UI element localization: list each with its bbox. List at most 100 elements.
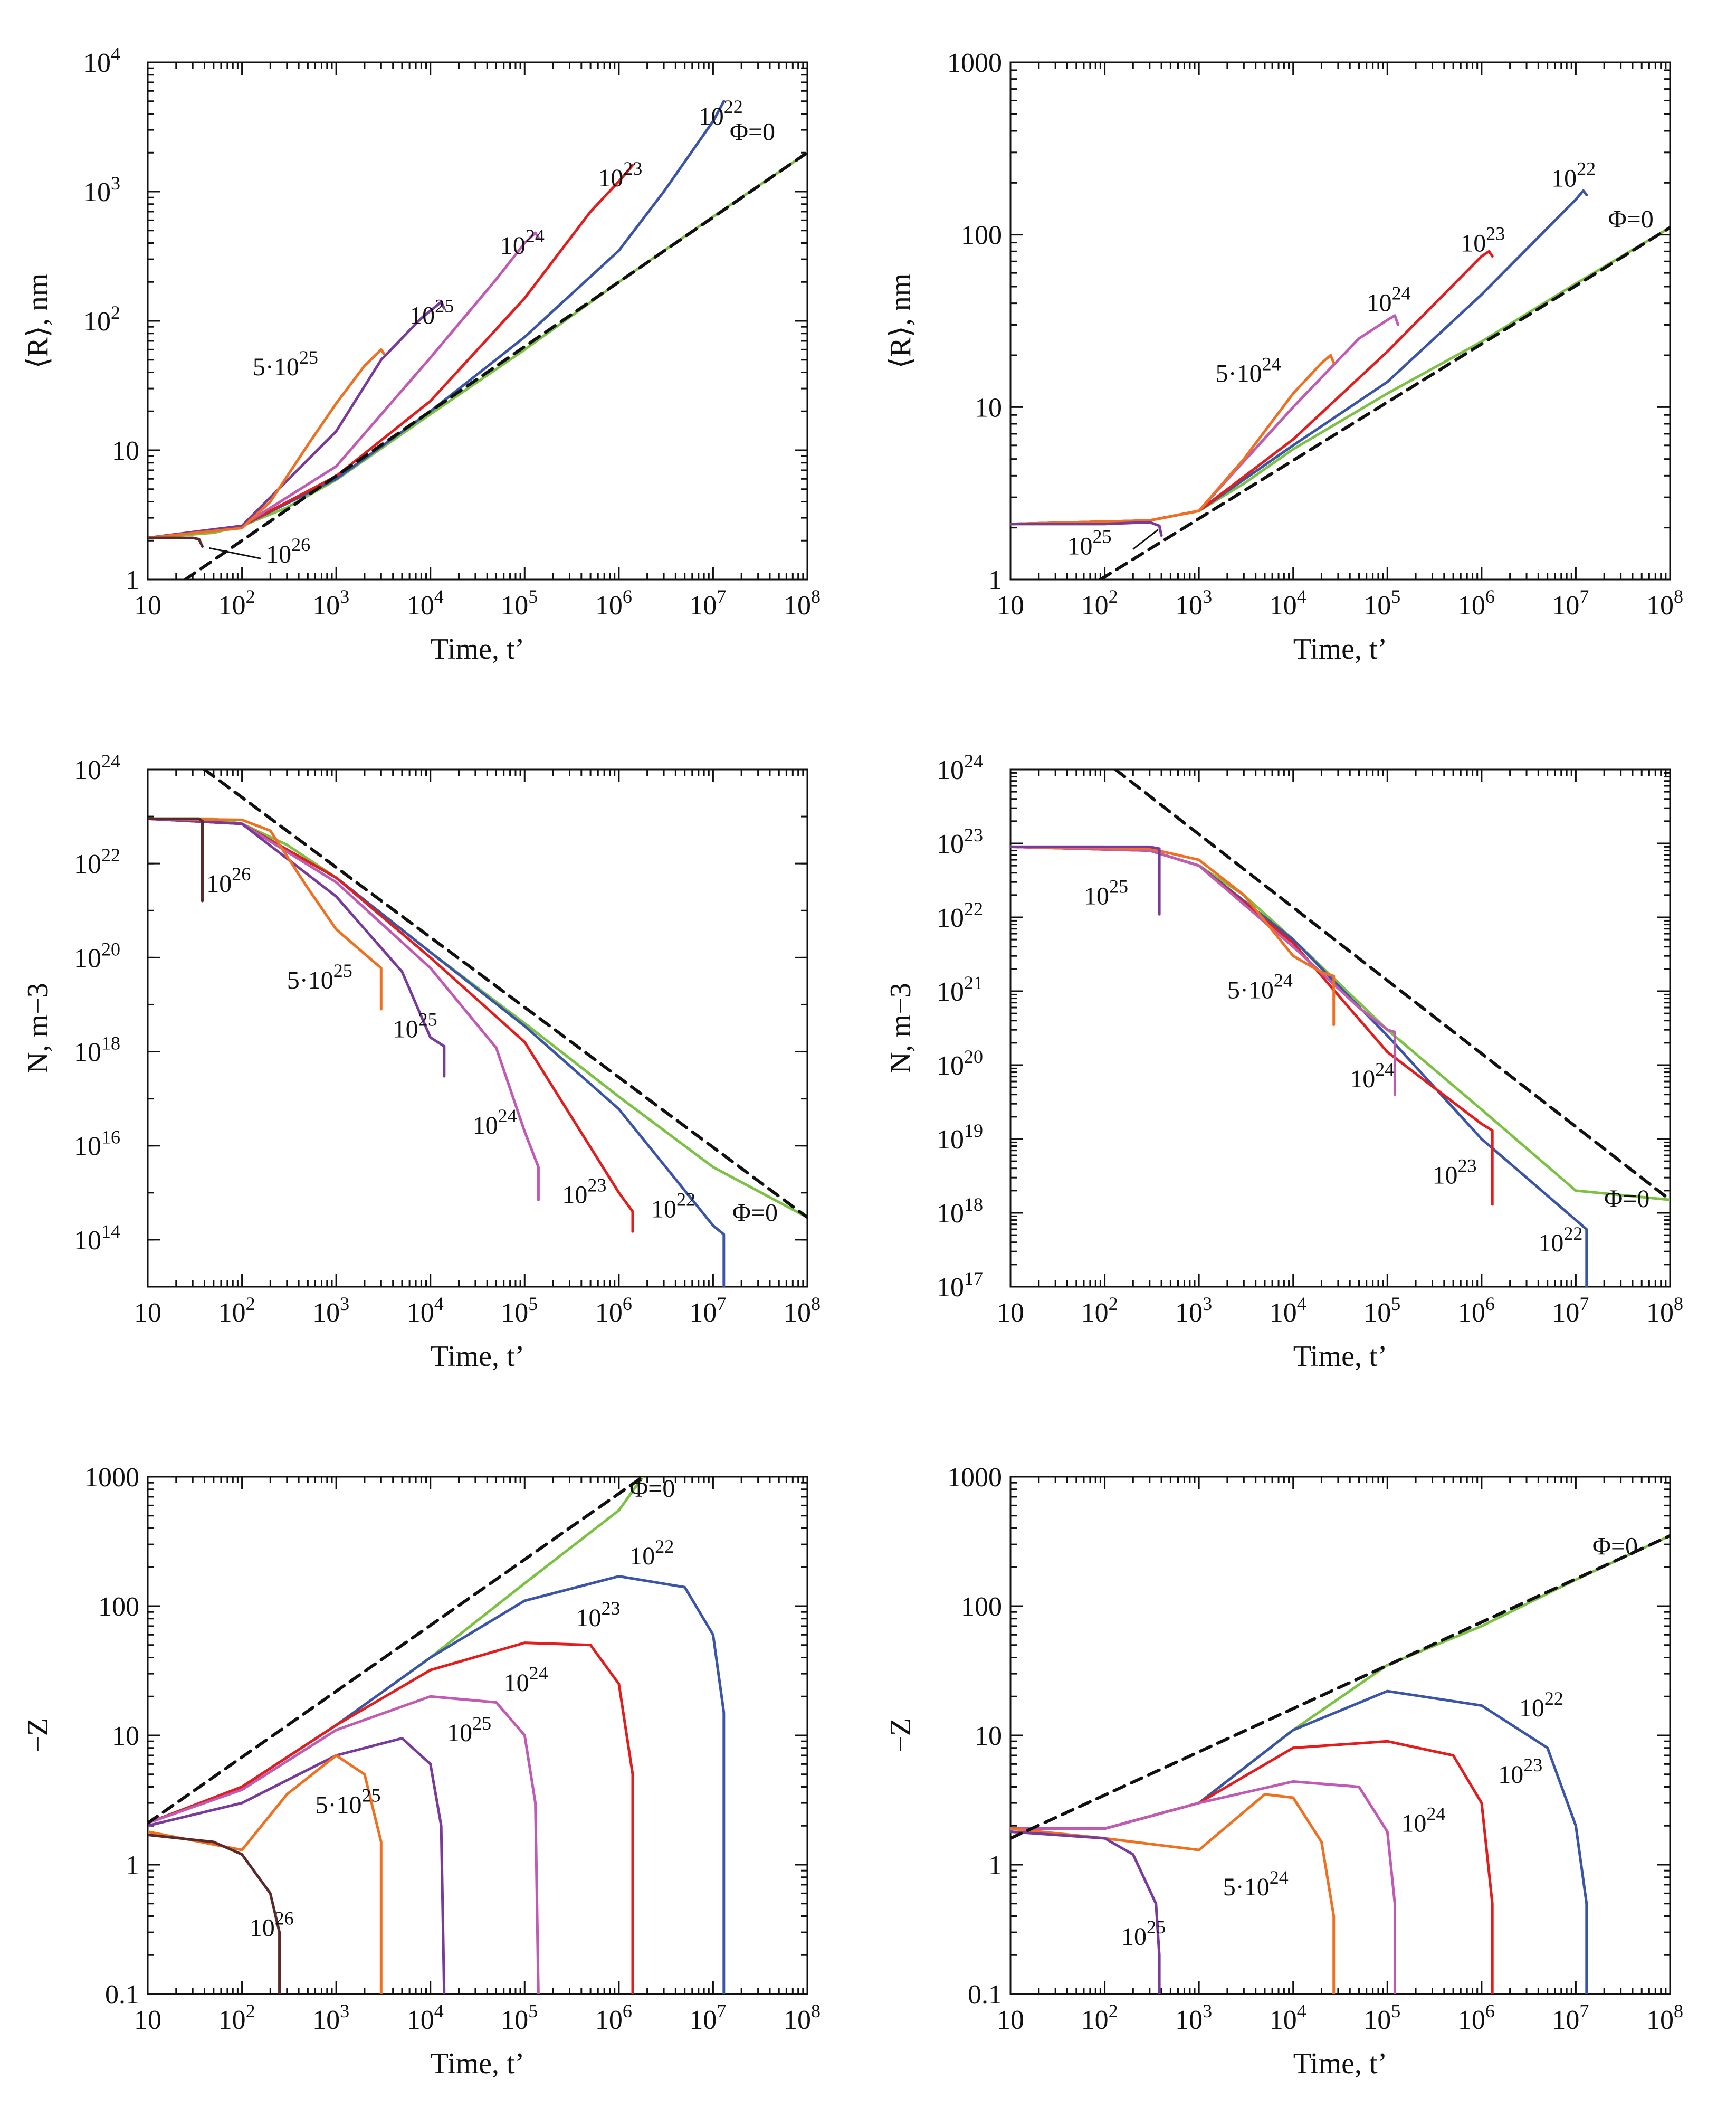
y-tick-label-exponent: 14 (101, 1221, 120, 1242)
curve-label-base: 10 (500, 232, 526, 260)
series-line-10-22 (148, 817, 726, 1287)
x-tick-label-exponent: 5 (1391, 2000, 1400, 2021)
y-tick-label-base: 1000 (947, 48, 1002, 78)
series-group (148, 770, 807, 1287)
y-tick-label-base: 1 (126, 1850, 139, 1881)
curve-label-base: 10 (337, 1791, 362, 1819)
x-tick-label-exponent: 7 (1579, 2000, 1589, 2021)
y-tick-label: 0.1 (968, 1980, 1002, 2010)
curve-label-base: 10 (1461, 229, 1486, 257)
curve-label-exponent: 25 (299, 347, 318, 368)
curve-label-base: 10 (1084, 882, 1109, 910)
curve-label-prefix: Φ=0 (730, 118, 775, 146)
y-tick-label-base: 10 (112, 436, 139, 466)
series-line-10-25 (148, 300, 446, 539)
curve-label: 1024 (500, 225, 545, 260)
y-tick-label-exponent: 18 (964, 1194, 983, 1215)
series-line-10-25 (148, 1737, 446, 1994)
x-tick-label-base: 10 (218, 591, 246, 621)
curve-label-base: 10 (274, 353, 299, 381)
x-tick-label-base: 10 (134, 1298, 161, 1328)
x-tick-label-exponent: 8 (1674, 2000, 1683, 2021)
y-axis-title: ⟨R⟩, nm (22, 273, 54, 369)
series-line-5-10-25 (148, 348, 385, 539)
x-tick-label: 108 (784, 1293, 821, 1328)
curve-label-base: 10 (473, 1112, 498, 1140)
series-group (1010, 189, 1670, 580)
y-tick-label-base: 100 (961, 1592, 1002, 1622)
x-tick-label-exponent: 7 (717, 2000, 726, 2021)
curve-label: 1022 (1519, 1688, 1563, 1722)
x-tick-label-base: 10 (689, 591, 717, 621)
series-line-5-10-24 (1010, 845, 1336, 1027)
label-leader-line (1132, 529, 1159, 550)
x-tick-label-exponent: 8 (811, 586, 821, 607)
x-tick-label: 106 (595, 586, 632, 621)
x-tick-label-base: 10 (1458, 2005, 1485, 2035)
x-tick-label: 104 (407, 2000, 444, 2035)
curve-label: 5·1024 (1223, 1867, 1289, 1901)
curve-label-base: 10 (562, 1181, 587, 1209)
curve-label-exponent: 26 (232, 863, 251, 885)
x-tick-label-exponent: 6 (1485, 2000, 1495, 2021)
y-tick-label: 1024 (74, 751, 120, 785)
y-axis-title: ⟨R⟩, nm (884, 273, 917, 369)
x-tick-label-base: 10 (1552, 591, 1579, 621)
x-tick-label-base: 10 (1646, 1298, 1674, 1328)
curve-label-base: 10 (250, 1914, 275, 1942)
x-tick-label-base: 10 (1270, 1298, 1297, 1328)
curve-label-prefix: 5· (1223, 1873, 1244, 1901)
x-tick-label-base: 10 (407, 1298, 434, 1328)
x-tick-label: 106 (1458, 2000, 1495, 2035)
x-tick-label-base: 10 (1363, 2005, 1391, 2035)
y-tick-label-base: 1 (988, 565, 1002, 595)
curve-label-base: 10 (1498, 1761, 1523, 1789)
x-tick-label-exponent: 2 (246, 2000, 255, 2021)
series-line--0-reference (148, 1477, 645, 1825)
curve-label: Φ=0 (732, 1199, 778, 1227)
curve-label-prefix: 5· (316, 1791, 337, 1819)
x-tick-label-exponent: 3 (1203, 1293, 1212, 1314)
curve-label-exponent: 22 (724, 96, 743, 117)
x-axis-title: Time, t’ (1293, 2047, 1387, 2080)
x-tick-label-base: 10 (134, 2005, 161, 2035)
y-axis-title: N, m−3 (22, 983, 54, 1074)
y-tick-label-base: 1000 (84, 1463, 139, 1493)
curve-label-exponent: 25 (1109, 876, 1128, 897)
series-group (148, 1477, 726, 1994)
curve-label: 1023 (562, 1175, 606, 1209)
curve-label-prefix: Φ=0 (732, 1199, 778, 1227)
x-tick-label-base: 10 (1081, 1298, 1109, 1328)
x-tick-label: 10 (997, 1298, 1024, 1328)
y-tick-label-exponent: 2 (111, 302, 120, 323)
x-tick-label-base: 10 (1081, 591, 1109, 621)
y-tick-label: 0.1 (105, 1980, 139, 2010)
plot-frame (147, 61, 808, 581)
y-tick-label-exponent: 22 (964, 898, 983, 919)
x-tick-label-exponent: 4 (434, 2000, 444, 2021)
curve-label-base: 10 (1067, 532, 1093, 560)
x-tick-label-base: 10 (1552, 2005, 1579, 2035)
y-tick-label-base: 0.1 (968, 1980, 1002, 2010)
y-tick-label: 1000 (947, 1463, 1002, 1493)
curve-label: 5·1024 (1227, 970, 1293, 1004)
x-tick-label: 10 (134, 1298, 161, 1328)
x-tick-label-exponent: 3 (1203, 2000, 1212, 2021)
curve-label-base: 10 (1248, 976, 1274, 1004)
y-tick-label: 1 (126, 565, 139, 595)
x-axis-title: Time, t’ (431, 1340, 524, 1373)
curve-label: Φ=0 (1608, 205, 1654, 233)
y-tick-label-base: 10 (975, 1721, 1002, 1751)
x-tick-label-base: 10 (1646, 591, 1674, 621)
x-tick-label: 108 (1646, 2000, 1683, 2035)
x-tick-label: 104 (1270, 2000, 1306, 2035)
x-tick-label: 105 (1363, 1293, 1400, 1328)
x-tick-label-base: 10 (1175, 591, 1203, 621)
y-tick-label: 1018 (937, 1194, 983, 1229)
curve-label-exponent: 23 (1523, 1754, 1542, 1775)
x-tick-label: 107 (689, 1293, 726, 1328)
x-tick-label-exponent: 2 (246, 586, 255, 607)
y-tick-label-exponent: 20 (964, 1046, 983, 1067)
series-line-10-23 (1010, 1740, 1494, 1994)
y-tick-label: 1022 (74, 844, 120, 879)
